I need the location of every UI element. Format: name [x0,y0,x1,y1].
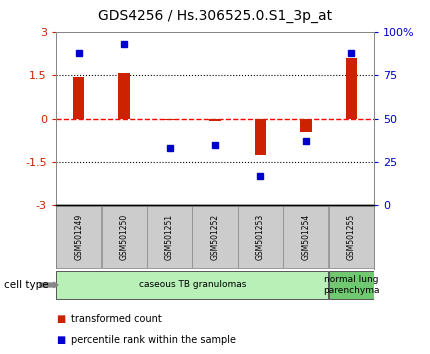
Bar [209,119,221,121]
Text: ■: ■ [56,335,65,345]
Text: GSM501251: GSM501251 [165,214,174,260]
Text: GSM501249: GSM501249 [74,214,83,260]
Text: GSM501250: GSM501250 [120,214,129,260]
Text: transformed count: transformed count [71,314,162,324]
Text: GSM501255: GSM501255 [347,214,356,260]
Bar [164,119,175,120]
Bar [255,119,266,155]
Bar [300,119,312,132]
Text: percentile rank within the sample: percentile rank within the sample [71,335,236,345]
Text: cell type: cell type [4,280,49,290]
Bar [147,206,192,268]
Bar [101,206,147,268]
Bar [346,58,357,119]
Bar [329,271,374,299]
Bar [73,77,84,119]
Bar [193,206,237,268]
Text: ■: ■ [56,314,65,324]
Text: GDS4256 / Hs.306525.0.S1_3p_at: GDS4256 / Hs.306525.0.S1_3p_at [98,9,332,23]
Bar [329,206,374,268]
Bar [56,271,329,299]
Bar [118,73,130,119]
Bar [283,206,329,268]
Bar [238,206,283,268]
Text: normal lung
parenchyma: normal lung parenchyma [323,275,380,295]
Bar [56,206,101,268]
Text: GSM501253: GSM501253 [256,214,265,260]
Text: GSM501254: GSM501254 [301,214,310,260]
Text: GSM501252: GSM501252 [211,214,219,260]
Text: caseous TB granulomas: caseous TB granulomas [138,280,246,290]
